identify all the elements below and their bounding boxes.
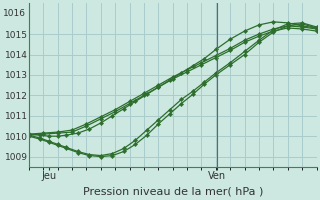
X-axis label: Pression niveau de la mer( hPa ): Pression niveau de la mer( hPa ) [83,187,263,197]
Text: 1016: 1016 [3,9,26,18]
